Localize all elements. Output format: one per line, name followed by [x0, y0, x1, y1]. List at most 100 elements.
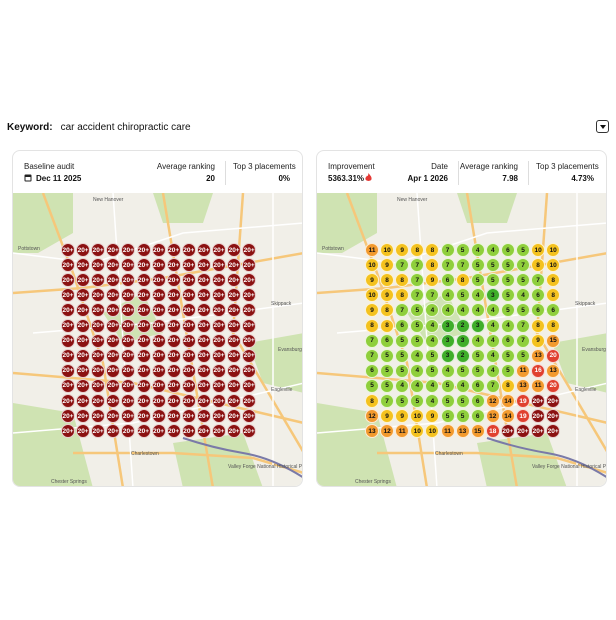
rank-pin: 10: [410, 424, 425, 439]
rank-pin: 20+: [151, 409, 166, 424]
rank-pin: 20+: [91, 378, 106, 393]
rank-pin: 13: [516, 378, 530, 393]
rank-pin: 5: [470, 273, 485, 288]
rank-pin: 20+: [212, 303, 226, 318]
stat-value: 4.73%: [571, 174, 594, 183]
rank-pin: 20+: [151, 258, 166, 273]
rank-pin: 20+: [61, 348, 75, 363]
rank-pin: 20+: [91, 424, 106, 439]
rank-pin: 4: [410, 348, 425, 363]
rank-pin: 20+: [196, 348, 211, 363]
rank-pin: 4: [410, 363, 425, 378]
rank-pin: 20+: [242, 318, 257, 333]
rank-pin: 20+: [242, 243, 257, 257]
rank-pin: 20+: [91, 318, 106, 333]
rank-pin: 20+: [106, 258, 121, 273]
rank-pin: 20+: [136, 273, 151, 288]
rank-pin: 5: [485, 273, 500, 288]
rank-pin: 5: [455, 243, 470, 257]
map-label: Evansburg State Park: [278, 347, 303, 353]
rank-pin: 20+: [196, 273, 211, 288]
map-label: Eagleville: [271, 387, 293, 393]
rank-pin: 8: [365, 394, 379, 408]
rank-pin: 20+: [212, 288, 226, 303]
rank-pin: 20+: [136, 258, 151, 273]
rank-pin: 20+: [166, 394, 181, 408]
rank-pin: 20+: [61, 243, 75, 257]
rank-pin: 20+: [166, 409, 181, 424]
rank-pin: 20+: [166, 303, 181, 318]
rank-pin: 20+: [196, 394, 211, 408]
map-label: Valley Forge National Historical Park: [228, 464, 303, 470]
rank-pin: 20+: [91, 273, 106, 288]
rank-pin: 4: [425, 394, 440, 408]
rank-pin: 20+: [136, 394, 151, 408]
rank-pin: 20+: [61, 409, 75, 424]
map: New Hanover Pottstown Skippack Evansburg St…: [317, 192, 606, 486]
rank-pin: 20+: [227, 348, 242, 363]
rank-pin: 20+: [531, 394, 546, 408]
rank-pin: 20+: [196, 288, 211, 303]
rank-pin: 20+: [166, 243, 181, 257]
rank-pin: 20+: [166, 348, 181, 363]
rank-pin: 20+: [76, 273, 91, 288]
rank-pin: 20+: [196, 258, 211, 273]
rank-pin: 8: [380, 303, 395, 318]
rank-pin: 20+: [227, 273, 242, 288]
rank-pin: 20+: [151, 363, 166, 378]
rank-pin: 20+: [76, 258, 91, 273]
rank-pin: 20+: [242, 333, 257, 348]
rank-pin: 20+: [516, 424, 530, 439]
dropdown-toggle[interactable]: [596, 120, 609, 133]
rank-pin: 5: [455, 394, 470, 408]
rank-pin: 5: [470, 348, 485, 363]
rank-pin: 14: [500, 394, 515, 408]
rank-pin: 6: [440, 273, 455, 288]
map-label: Skippack: [271, 301, 292, 307]
rank-pin: 20+: [106, 243, 121, 257]
rank-pin: 20+: [61, 363, 75, 378]
rank-pin: 4: [440, 363, 455, 378]
rank-pin: 8: [531, 258, 546, 273]
rank-pin: 20+: [227, 333, 242, 348]
rank-pin: 20+: [151, 394, 166, 408]
rank-pin: 11: [531, 378, 546, 393]
rank-pin: 8: [531, 318, 546, 333]
rank-pin: 20+: [106, 394, 121, 408]
rank-pin: 10: [380, 243, 395, 257]
rank-pin: 13: [365, 424, 379, 439]
rank-pin: 10: [365, 258, 379, 273]
rank-pin: 20+: [227, 258, 242, 273]
rank-pin: 20+: [91, 258, 106, 273]
rank-pin: 8: [395, 273, 410, 288]
rank-pin: 9: [380, 409, 395, 424]
rank-pin: 20+: [91, 409, 106, 424]
rank-pin: 8: [410, 243, 425, 257]
rank-pin: 20+: [531, 424, 546, 439]
stat-value: Apr 1 2026: [407, 174, 448, 183]
rank-pin: 20+: [61, 333, 75, 348]
rank-pin: 20+: [136, 303, 151, 318]
rank-pin: 8: [365, 318, 379, 333]
stat-label: Baseline audit: [24, 162, 75, 171]
rank-pin: 20+: [227, 303, 242, 318]
rank-pin: 6: [470, 394, 485, 408]
rank-pin: 5: [516, 348, 530, 363]
rank-pin: 5: [410, 318, 425, 333]
rank-pin: 20+: [136, 363, 151, 378]
rank-pin: 10: [365, 288, 379, 303]
rank-pin: 7: [455, 258, 470, 273]
rank-pin: 6: [531, 303, 546, 318]
rank-pin: 20+: [166, 333, 181, 348]
rank-pin: 20+: [121, 318, 136, 333]
rank-pin: 9: [425, 273, 440, 288]
rank-pin: 20+: [166, 424, 181, 439]
rank-pin: 18: [485, 424, 500, 439]
rank-pin: 7: [516, 318, 530, 333]
rank-pin: 20+: [91, 333, 106, 348]
rank-pin: 20+: [196, 243, 211, 257]
rank-pin: 20+: [136, 348, 151, 363]
rank-pin: 20+: [91, 348, 106, 363]
rank-pin: 20+: [61, 424, 75, 439]
rank-pin: 5: [455, 288, 470, 303]
